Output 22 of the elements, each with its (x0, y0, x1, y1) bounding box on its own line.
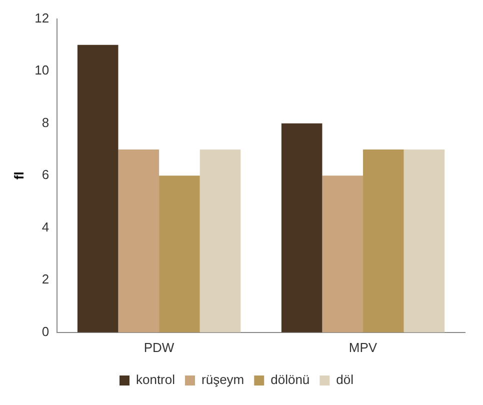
legend-label: döl (336, 372, 354, 388)
y-tick-label: 0 (42, 324, 50, 339)
x-tick-label: MPV (348, 340, 378, 355)
x-tick-label: PDW (144, 340, 175, 355)
bar (322, 176, 364, 332)
legend-label: rüşeym (202, 372, 244, 388)
bar (77, 44, 118, 332)
y-tick-label: 4 (42, 219, 50, 234)
y-tick-label: 8 (42, 114, 50, 130)
bar (404, 149, 445, 332)
bar (363, 149, 404, 332)
bar (118, 149, 160, 332)
bar (200, 149, 241, 332)
legend-label: kontrol (136, 372, 176, 388)
bar (159, 176, 200, 332)
y-axis-title: fl (11, 172, 26, 180)
y-tick-label: 6 (42, 167, 50, 182)
legend-label: dölönü (270, 372, 310, 388)
y-tick-label: 12 (34, 10, 50, 26)
y-tick-label: 2 (42, 272, 50, 287)
bar (281, 123, 322, 332)
y-tick-label: 10 (34, 62, 50, 78)
